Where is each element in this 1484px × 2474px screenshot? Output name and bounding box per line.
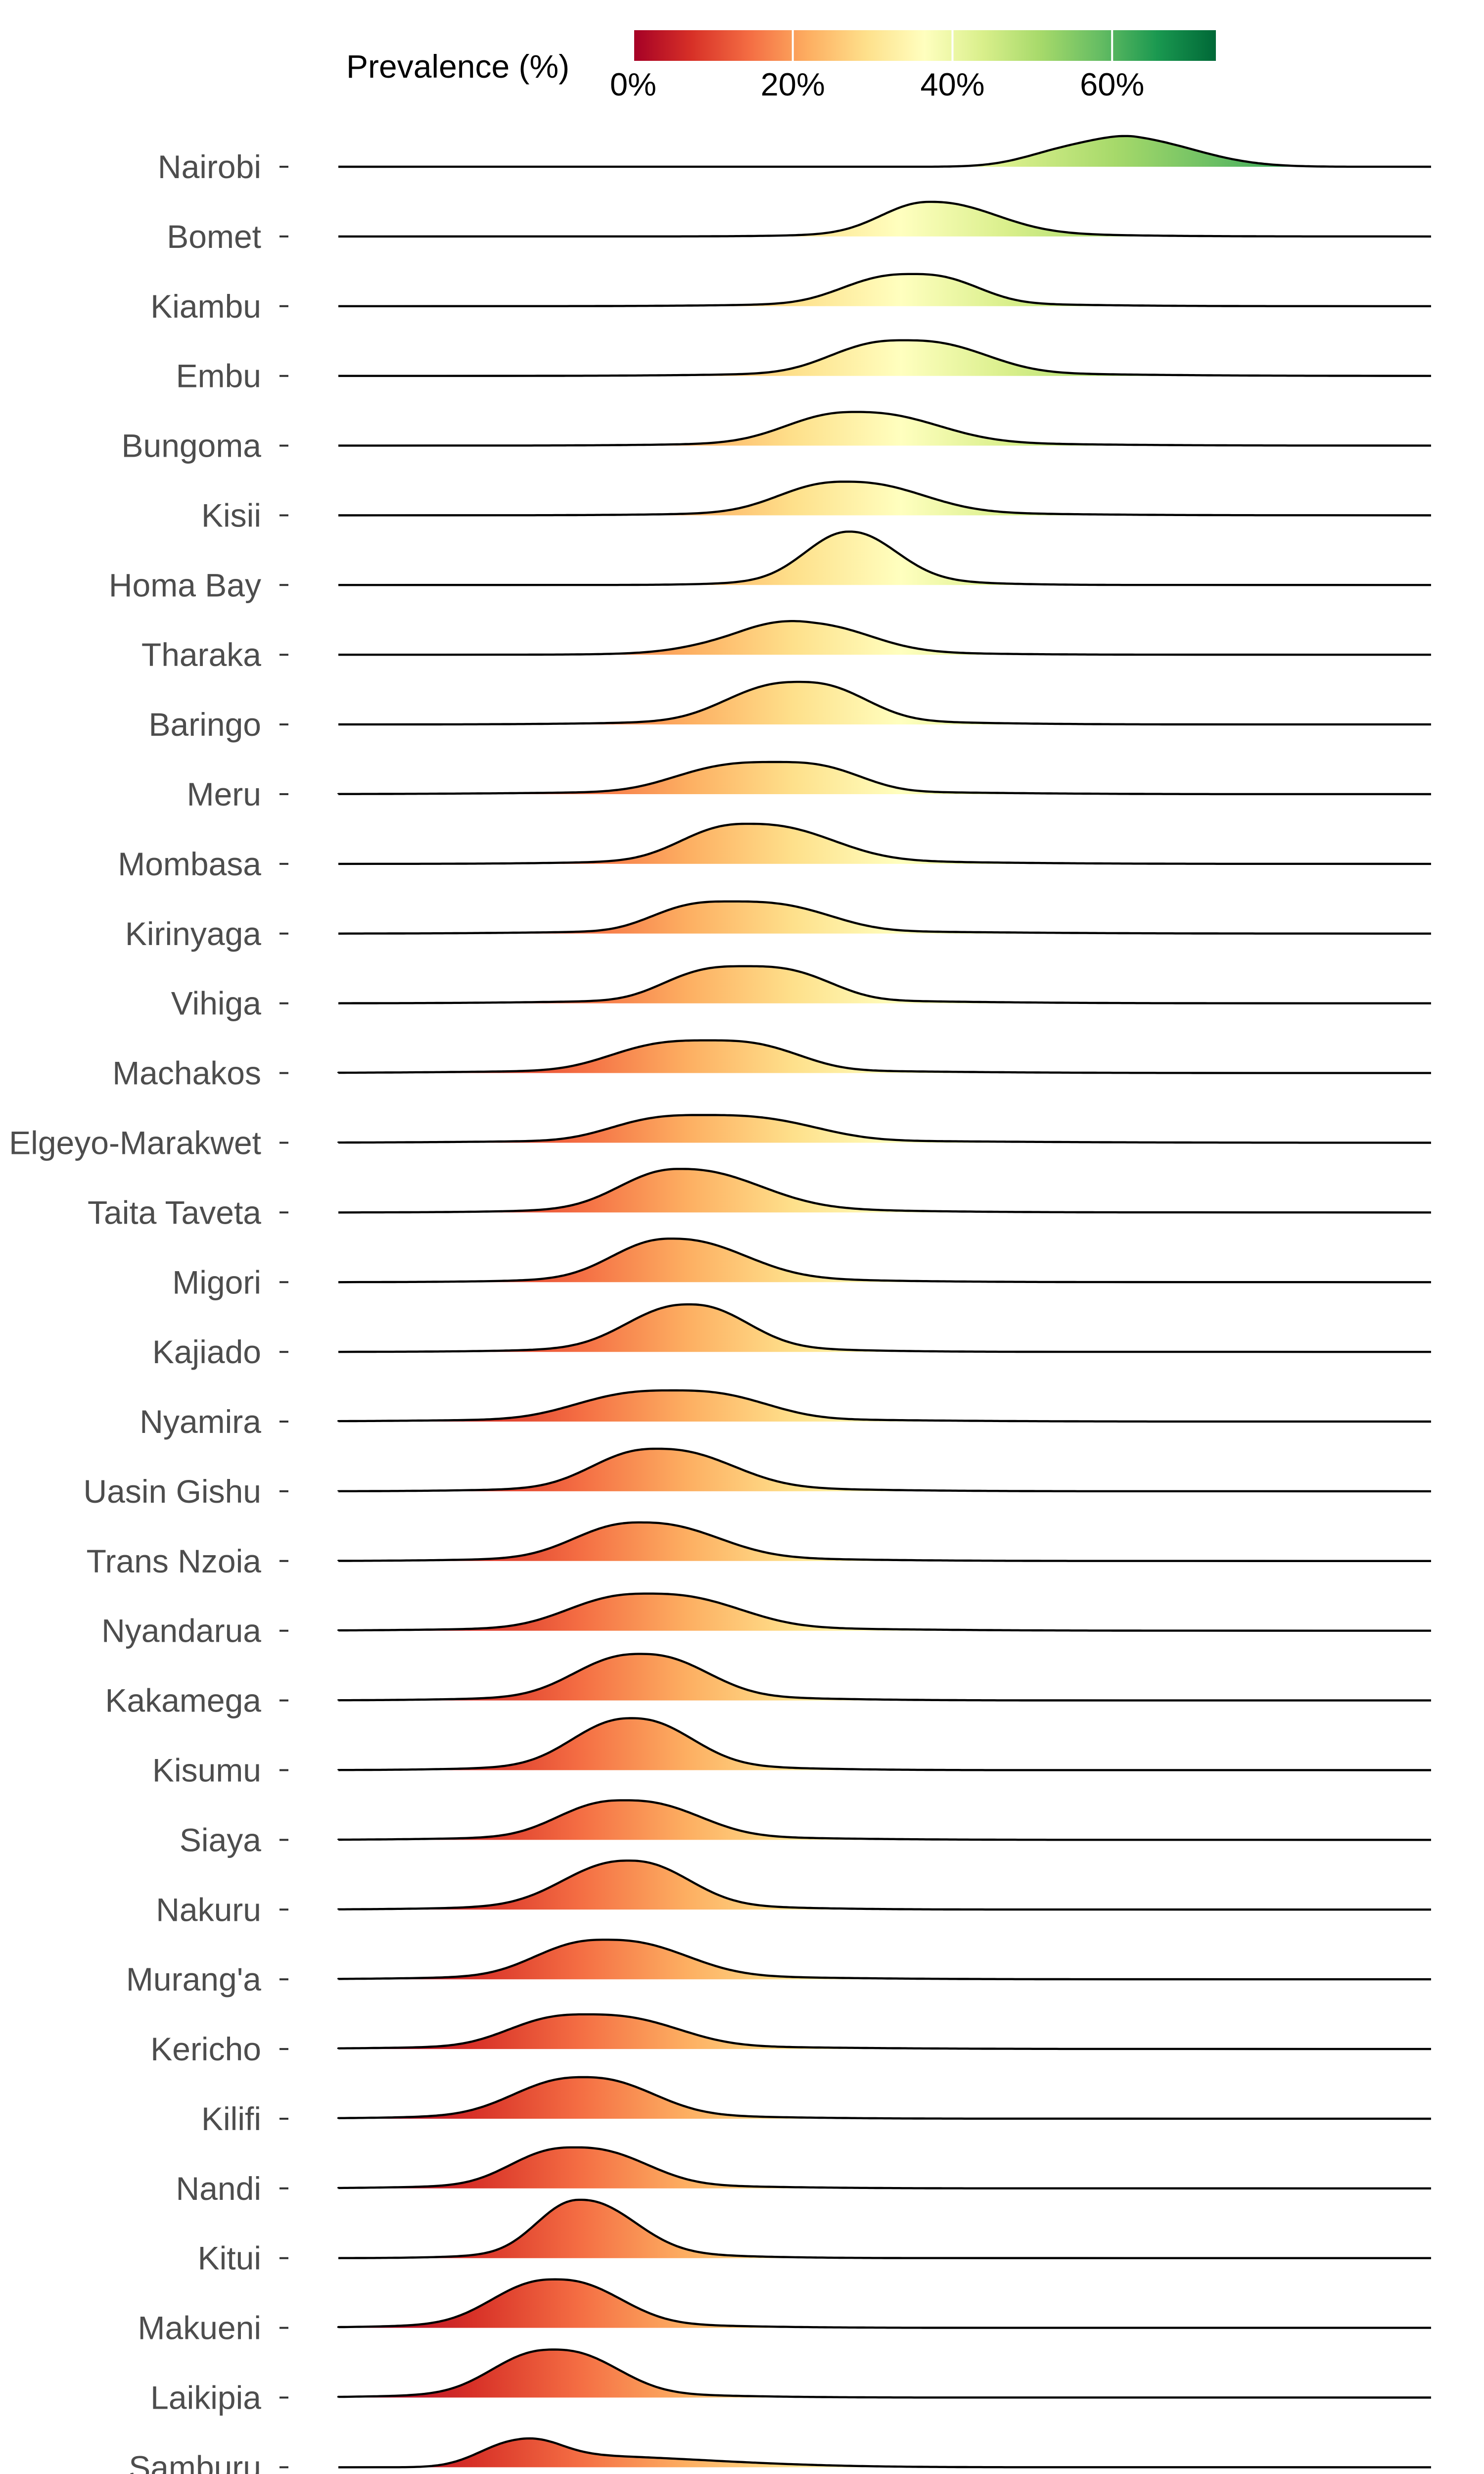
svg-text:Bomet: Bomet — [167, 218, 261, 255]
svg-text:Makueni: Makueni — [138, 2310, 261, 2346]
svg-text:Uasin Gishu: Uasin Gishu — [84, 1473, 262, 1510]
svg-text:Nyandarua: Nyandarua — [101, 1613, 261, 1649]
svg-text:Mombasa: Mombasa — [118, 846, 261, 882]
svg-text:Meru: Meru — [187, 776, 261, 812]
svg-text:60%: 60% — [1080, 66, 1144, 102]
svg-text:Laikipia: Laikipia — [150, 2379, 261, 2416]
svg-text:Prevalence (%): Prevalence (%) — [346, 48, 569, 85]
svg-text:Trans Nzoia: Trans Nzoia — [87, 1543, 262, 1579]
svg-text:Migori: Migori — [172, 1264, 261, 1300]
svg-text:Kiambu: Kiambu — [150, 288, 261, 325]
svg-text:Siaya: Siaya — [180, 1821, 261, 1858]
svg-text:Murang'a: Murang'a — [126, 1961, 261, 1998]
svg-text:40%: 40% — [920, 66, 984, 102]
svg-text:Vihiga: Vihiga — [171, 985, 262, 1022]
svg-text:20%: 20% — [761, 66, 825, 102]
svg-text:Taita Taveta: Taita Taveta — [88, 1194, 261, 1231]
svg-text:Samburu: Samburu — [129, 2449, 261, 2474]
svg-text:Nyamira: Nyamira — [139, 1403, 261, 1440]
svg-text:Kericho: Kericho — [150, 2031, 261, 2067]
svg-text:0%: 0% — [610, 66, 656, 102]
svg-text:Homa Bay: Homa Bay — [109, 567, 261, 603]
svg-text:Bungoma: Bungoma — [121, 428, 261, 464]
svg-text:Nairobi: Nairobi — [158, 148, 261, 185]
svg-text:Machakos: Machakos — [112, 1055, 261, 1092]
svg-text:Kisii: Kisii — [201, 497, 261, 534]
svg-text:Kajiado: Kajiado — [152, 1333, 261, 1370]
svg-text:Embu: Embu — [176, 358, 261, 394]
svg-text:Baringo: Baringo — [149, 706, 262, 743]
svg-text:Kilifi: Kilifi — [201, 2100, 261, 2137]
svg-text:Kitui: Kitui — [198, 2240, 261, 2277]
svg-text:Nakuru: Nakuru — [156, 1891, 261, 1928]
svg-text:Tharaka: Tharaka — [141, 636, 261, 673]
svg-text:Kakamega: Kakamega — [105, 1682, 261, 1719]
svg-text:Kisumu: Kisumu — [152, 1752, 261, 1789]
svg-text:Nandi: Nandi — [176, 2170, 261, 2207]
svg-text:Kirinyaga: Kirinyaga — [125, 915, 261, 952]
svg-text:Elgeyo-Marakwet: Elgeyo-Marakwet — [9, 1125, 261, 1161]
